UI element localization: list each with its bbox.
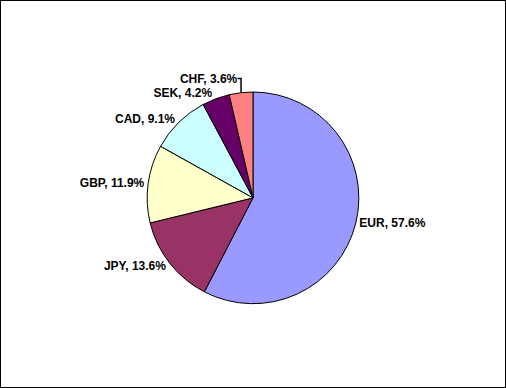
svg-text:JPY, 13.6%: JPY, 13.6%	[104, 259, 166, 273]
svg-text:SEK, 4.2%: SEK, 4.2%	[153, 86, 212, 100]
svg-text:EUR, 57.6%: EUR, 57.6%	[359, 216, 425, 230]
svg-text:CAD, 9.1%: CAD, 9.1%	[115, 112, 175, 126]
svg-text:GBP, 11.9%: GBP, 11.9%	[80, 176, 145, 190]
svg-text:CHF, 3.6%: CHF, 3.6%	[180, 72, 238, 86]
